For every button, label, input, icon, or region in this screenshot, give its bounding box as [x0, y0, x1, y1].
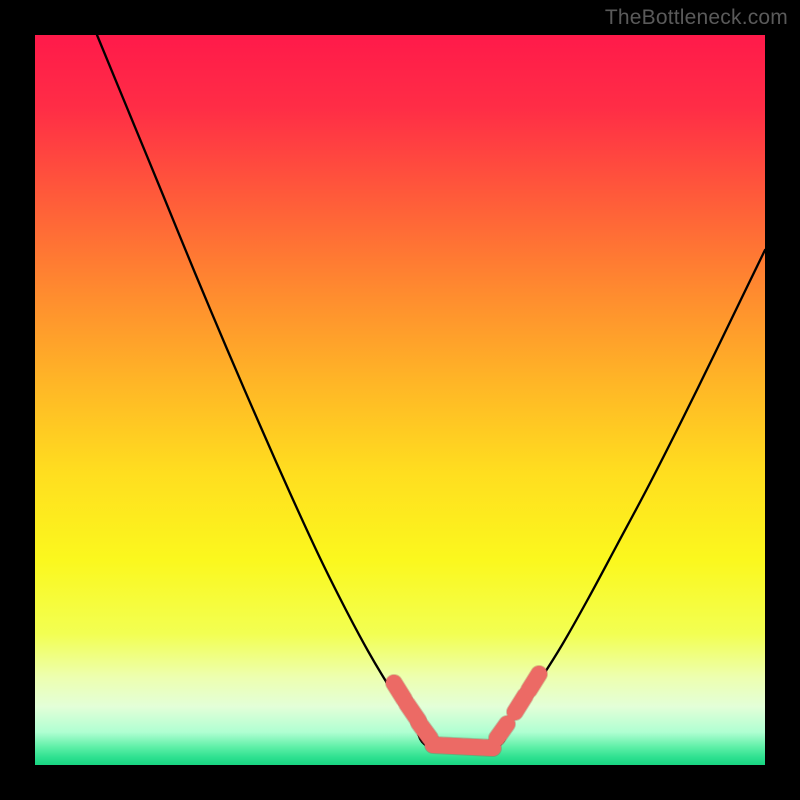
marker-capsule-fill: [419, 723, 430, 738]
chart-svg: [0, 0, 800, 800]
plot-area: [35, 35, 765, 765]
marker-capsule-fill: [394, 683, 404, 699]
chart-container: TheBottleneck.com: [0, 0, 800, 800]
marker-capsule-fill: [433, 745, 493, 748]
marker-capsule-fill: [529, 674, 539, 690]
marker-capsule-fill: [497, 724, 507, 738]
marker-capsule-fill: [515, 696, 525, 712]
watermark-text: TheBottleneck.com: [605, 6, 788, 30]
